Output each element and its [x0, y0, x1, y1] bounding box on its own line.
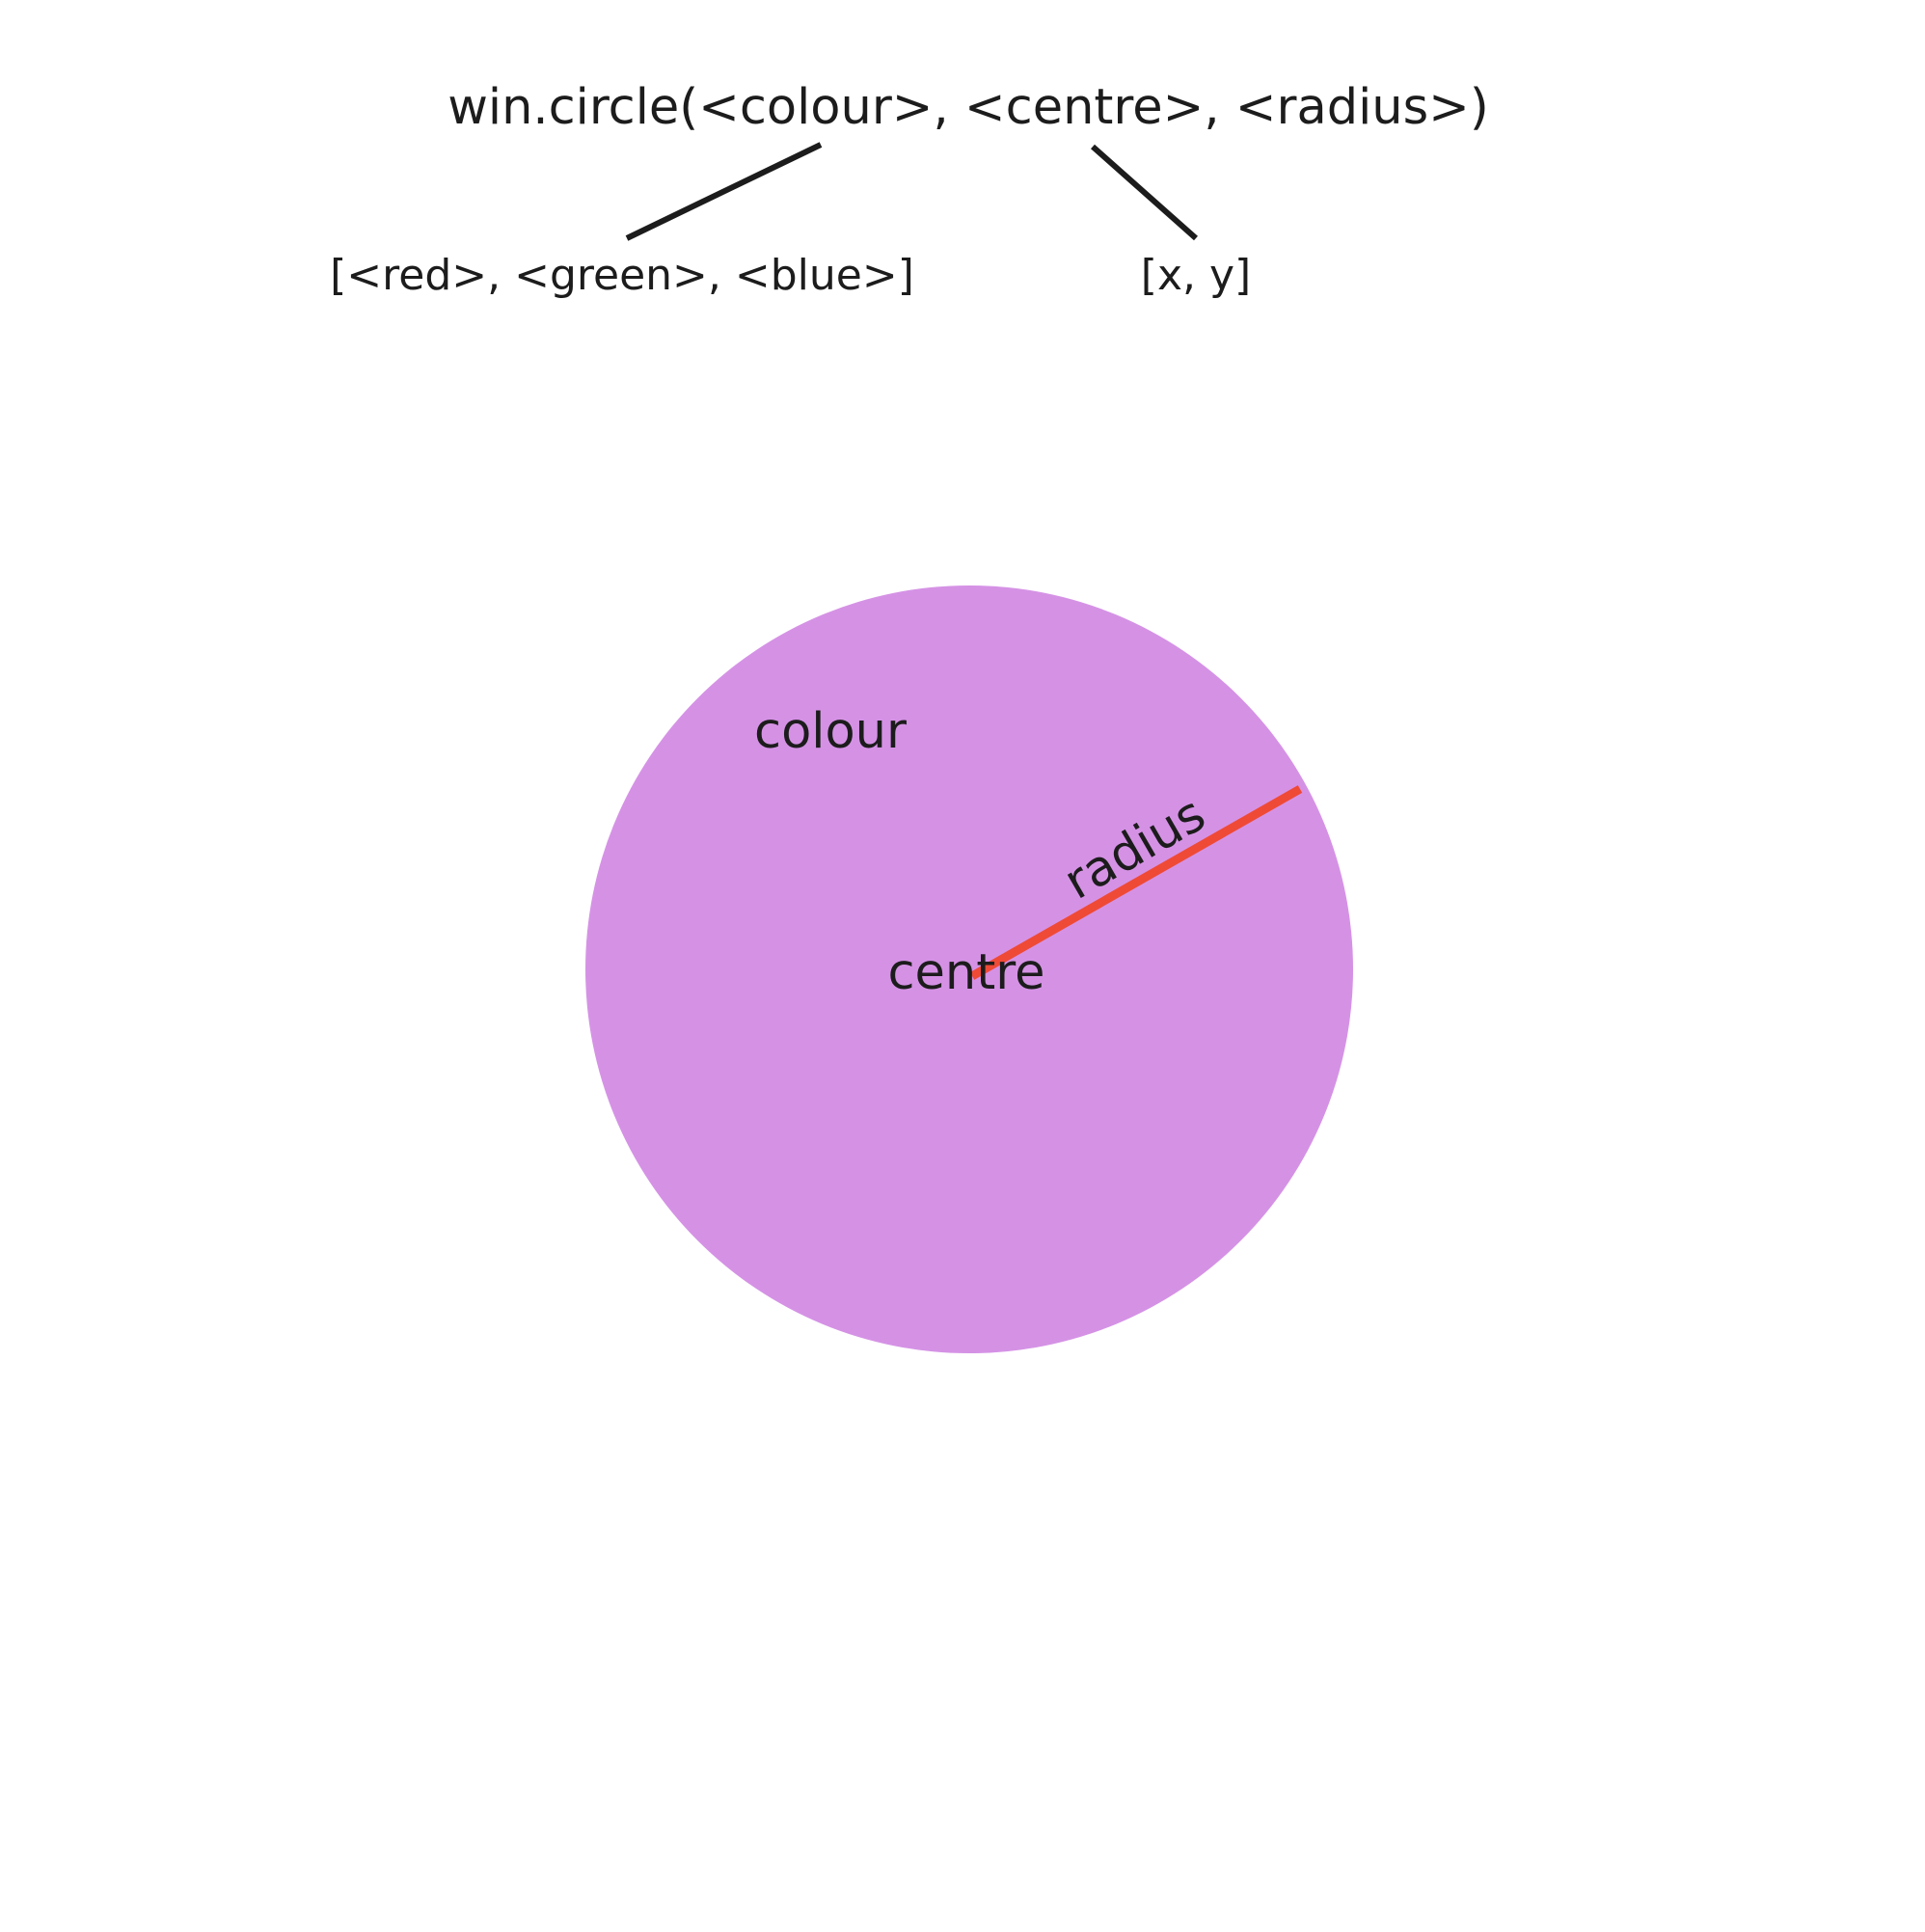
- centre-connector-line: [1091, 144, 1198, 241]
- colour-label: colour: [754, 703, 907, 760]
- centre-label: centre: [888, 944, 1045, 1001]
- radius-line: [969, 785, 1303, 980]
- centre-parameter-format: [x, y]: [1141, 251, 1251, 300]
- colour-parameter-format: [<red>, <green>, <blue>]: [330, 251, 914, 300]
- example-circle: [585, 585, 1353, 1353]
- function-signature: win.circle(<colour>, <centre>, <radius>): [447, 79, 1489, 136]
- colour-connector-line: [625, 142, 823, 241]
